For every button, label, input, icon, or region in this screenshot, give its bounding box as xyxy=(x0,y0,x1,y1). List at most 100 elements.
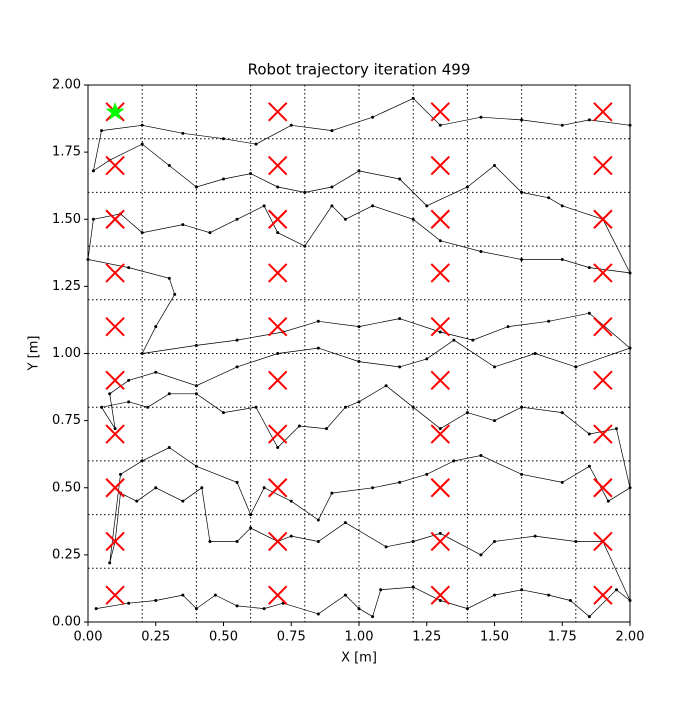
trajectory-point xyxy=(357,607,361,611)
trajectory-point xyxy=(297,424,301,428)
target-marker xyxy=(430,263,451,283)
trajectory-point xyxy=(194,392,198,396)
trajectory-point xyxy=(574,365,578,369)
target-marker xyxy=(430,102,451,122)
target-marker xyxy=(430,370,451,391)
trajectory-point xyxy=(289,123,293,127)
trajectory-point xyxy=(167,392,171,396)
target-marker xyxy=(593,209,613,229)
target-marker xyxy=(267,209,288,229)
trajectory-point xyxy=(91,169,95,173)
target-marker xyxy=(105,316,125,337)
trajectory-point xyxy=(493,539,496,543)
trajectory-point xyxy=(194,607,198,611)
trajectory-point xyxy=(154,486,158,490)
trajectory-point xyxy=(208,231,212,235)
trajectory-point xyxy=(398,480,402,484)
trajectory-point xyxy=(167,445,171,449)
trajectory-point xyxy=(547,593,551,597)
trajectory-point xyxy=(438,427,442,431)
target-marker xyxy=(105,531,125,552)
trajectory-point xyxy=(587,464,591,468)
trajectory-point xyxy=(200,486,204,490)
trajectory-point xyxy=(154,599,158,603)
trajectory-point xyxy=(520,190,524,194)
trajectory-point xyxy=(113,427,117,431)
trajectory-point xyxy=(398,177,402,181)
trajectory-point xyxy=(479,115,483,119)
target-marker xyxy=(430,316,451,337)
trajectory-point xyxy=(222,411,225,415)
trajectory-point xyxy=(411,405,415,409)
trajectory-point xyxy=(140,123,144,127)
trajectory-point xyxy=(324,427,328,431)
trajectory-point xyxy=(222,137,225,141)
x-tick-label: 1.75 xyxy=(548,630,577,645)
trajectory-point xyxy=(140,142,144,146)
x-tick-label: 0.50 xyxy=(209,630,238,645)
trajectory-point xyxy=(520,118,524,122)
x-tick-label: 0.75 xyxy=(277,630,306,645)
trajectory-point xyxy=(493,419,496,423)
target-marker xyxy=(267,102,288,122)
trajectory-point xyxy=(316,319,320,323)
trajectory-point xyxy=(343,217,347,221)
trajectory-point xyxy=(140,352,144,355)
trajectory-point xyxy=(465,411,469,415)
trajectory-point xyxy=(154,370,158,374)
target-marker xyxy=(267,370,288,391)
trajectory-point xyxy=(235,604,239,608)
trajectory-point xyxy=(357,400,361,404)
x-tick-label: 2.00 xyxy=(616,630,645,645)
trajectory-point xyxy=(146,405,150,409)
trajectory-point xyxy=(194,384,198,388)
trajectory-point xyxy=(398,317,402,321)
y-tick-label: 1.75 xyxy=(52,145,81,160)
trajectory-point xyxy=(560,411,564,415)
trajectory-point xyxy=(560,258,564,262)
trajectory-point xyxy=(479,454,483,458)
target-marker xyxy=(105,478,125,498)
trajectory-point xyxy=(371,115,375,119)
target-marker xyxy=(593,102,613,122)
trajectory-point xyxy=(547,319,551,323)
target-marker xyxy=(267,263,288,283)
trajectory-point xyxy=(357,325,361,329)
trajectory-point xyxy=(411,585,415,589)
trajectory-point xyxy=(493,593,496,597)
trajectory-point xyxy=(384,384,388,388)
trajectory-point xyxy=(574,539,578,543)
trajectory-point xyxy=(135,499,139,503)
trajectory-point xyxy=(614,588,618,592)
target-marker xyxy=(105,370,125,391)
trajectory-point xyxy=(330,185,334,189)
trajectory-point xyxy=(249,513,253,517)
trajectory-point xyxy=(94,607,98,611)
trajectory-point xyxy=(452,338,456,342)
trajectory-point xyxy=(606,499,610,503)
trajectory-point xyxy=(167,276,171,280)
target-marker xyxy=(593,155,613,176)
trajectory-point xyxy=(587,432,591,436)
trajectory-point xyxy=(614,427,618,431)
trajectory-point xyxy=(357,169,361,173)
target-marker xyxy=(267,478,288,498)
trajectory-point xyxy=(471,338,475,342)
trajectory-point xyxy=(425,357,429,361)
trajectory-point xyxy=(173,292,177,296)
trajectory-point xyxy=(235,480,239,484)
target-marker xyxy=(105,155,125,176)
y-tick-label: 1.25 xyxy=(52,279,81,294)
trajectory-point xyxy=(493,365,496,369)
x-tick-label: 1.50 xyxy=(480,630,509,645)
trajectory-point xyxy=(343,521,347,525)
trajectory-point xyxy=(108,392,112,396)
trajectory-point xyxy=(289,499,293,503)
target-marker xyxy=(430,209,451,229)
trajectory-point xyxy=(254,142,258,146)
trajectory-point xyxy=(506,325,510,329)
trajectory-point xyxy=(587,615,591,619)
trajectory-point xyxy=(181,499,185,503)
target-marker xyxy=(593,478,613,498)
